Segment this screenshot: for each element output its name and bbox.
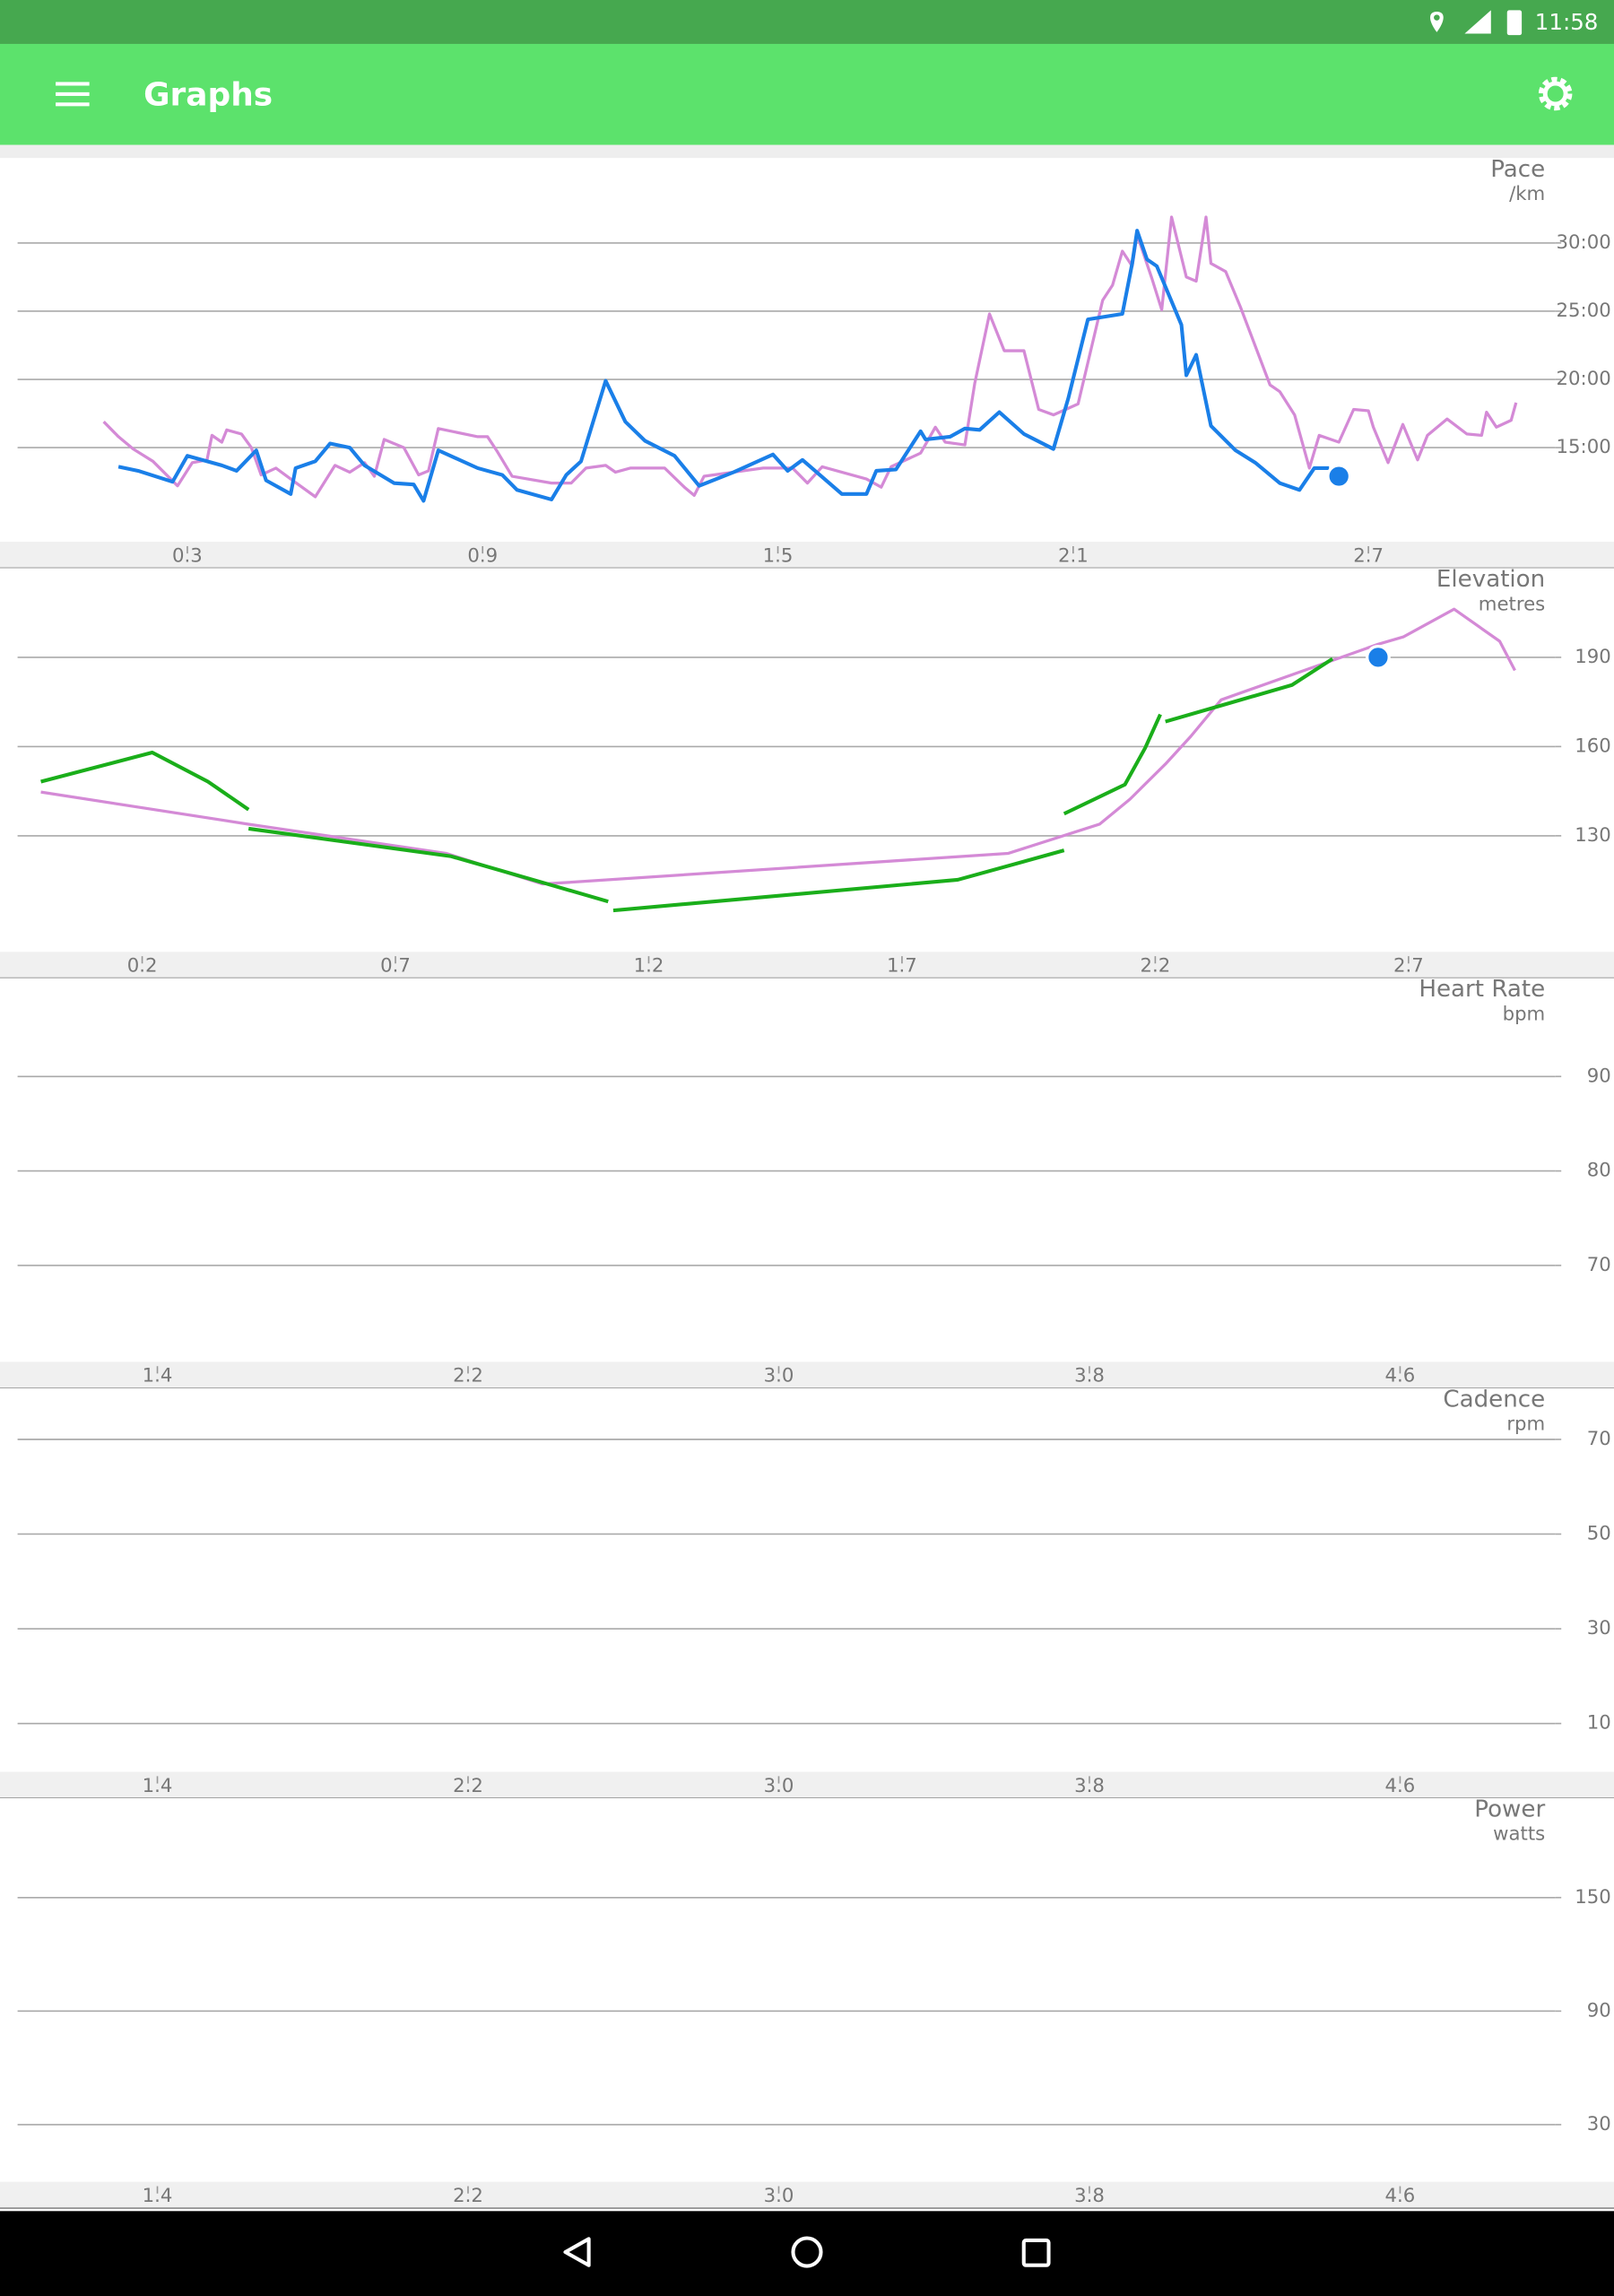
- x-tick-label: 0.9: [467, 544, 498, 567]
- x-axis-band: [0, 2181, 1614, 2209]
- x-tick-label: 0.3: [172, 544, 203, 567]
- x-tick-label: 3.0: [764, 1365, 794, 1387]
- data-line: [102, 215, 1518, 499]
- y-tick-label: 190: [1575, 646, 1611, 668]
- data-line: [117, 229, 1330, 503]
- chart-panel: Pace/km 15:00 20:00 25:00 30:00 0.3 0.9 1.5 2.1 2…: [0, 156, 1614, 570]
- status-bar: [0, 0, 1614, 44]
- nav-bar: [0, 2211, 1614, 2296]
- x-tick-label: 1.5: [763, 544, 794, 567]
- x-tick-label: 2.7: [1353, 544, 1384, 567]
- y-tick-label: 80: [1587, 1160, 1611, 1182]
- plot-area: [0, 568, 1614, 952]
- menu-button[interactable]: [56, 82, 90, 107]
- x-tick-label: 2.2: [453, 1775, 483, 1797]
- y-tick-label: 25:00: [1557, 300, 1611, 322]
- axis-unit: bpm: [1503, 1003, 1546, 1025]
- status-time: 11:58: [1535, 9, 1599, 35]
- chart-title: Cadence: [1443, 1386, 1545, 1413]
- x-axis-band: [0, 952, 1614, 978]
- settings-button[interactable]: [1538, 76, 1573, 111]
- x-axis-band: [0, 1771, 1614, 1798]
- x-tick-label: 2.1: [1058, 544, 1089, 567]
- plot-area: [0, 1387, 1614, 1772]
- y-tick-label: 70: [1587, 1254, 1611, 1276]
- axis-unit: watts: [1493, 1823, 1545, 1846]
- y-tick-label: 50: [1587, 1522, 1611, 1544]
- x-tick-label: 1.2: [634, 955, 664, 978]
- x-axis-band: [0, 1361, 1614, 1388]
- battery-icon: [1506, 10, 1523, 36]
- axis-unit: /km: [1509, 183, 1545, 205]
- x-axis-band: [0, 542, 1614, 569]
- menu-line: [56, 91, 90, 96]
- y-tick-label: 20:00: [1557, 368, 1611, 390]
- y-tick-label: 90: [1587, 1065, 1611, 1087]
- x-tick-label: 2.2: [453, 2185, 483, 2207]
- x-tick-label: 1.4: [143, 1365, 173, 1387]
- y-tick-label: 10: [1587, 1712, 1611, 1735]
- nav-recents[interactable]: [1021, 2238, 1051, 2267]
- gear-ring: [1542, 81, 1568, 107]
- x-tick-label: 3.8: [1074, 1775, 1105, 1797]
- charts: Pace/km 15:00 20:00 25:00 30:00 0.3 0.9 1.5 2.1 2…: [0, 156, 1614, 2209]
- location-icon: [1430, 12, 1444, 32]
- y-tick-label: 160: [1575, 735, 1611, 757]
- x-tick-label: 1.4: [143, 2185, 173, 2207]
- x-tick-label: 1.7: [887, 955, 917, 978]
- nav-back[interactable]: [563, 2237, 591, 2267]
- y-tick-label: 30: [1587, 1617, 1611, 1639]
- plot-area: [0, 1797, 1614, 2182]
- gear-teeth: [1538, 76, 1573, 111]
- chart-title: Power: [1474, 1796, 1545, 1822]
- x-tick-label: 3.0: [764, 2185, 794, 2207]
- x-tick-label: 4.6: [1385, 1775, 1416, 1797]
- plot-area: [0, 978, 1614, 1362]
- x-tick-label: 0.2: [127, 955, 158, 978]
- x-tick-label: 2.2: [453, 1365, 483, 1387]
- x-tick-label: 4.6: [1385, 1365, 1416, 1387]
- app-title: Graphs: [143, 77, 273, 114]
- x-tick-label: 2.7: [1393, 955, 1424, 978]
- position-marker: [1366, 645, 1391, 670]
- menu-line: [56, 102, 90, 107]
- x-tick-label: 3.0: [764, 1775, 794, 1797]
- x-tick-label: 1.4: [143, 1775, 173, 1797]
- x-tick-label: 3.8: [1074, 2185, 1105, 2207]
- x-tick-label: 0.7: [380, 955, 411, 978]
- nav-home[interactable]: [791, 2236, 823, 2268]
- data-line: [40, 657, 1334, 913]
- menu-line: [56, 82, 90, 86]
- chart-title: Heart Rate: [1419, 976, 1545, 1003]
- chart-title: Elevation: [1436, 566, 1545, 593]
- y-tick-label: 70: [1587, 1428, 1611, 1450]
- x-tick-label: 4.6: [1385, 2185, 1416, 2207]
- y-tick-label: 90: [1587, 1999, 1611, 2022]
- app-bar: [0, 43, 1614, 145]
- y-tick-label: 130: [1575, 824, 1611, 847]
- y-tick-label: 30:00: [1557, 231, 1611, 254]
- location-icon-hole: [1434, 14, 1440, 21]
- y-tick-label: 150: [1575, 1886, 1611, 1909]
- y-tick-label: 15:00: [1557, 436, 1611, 458]
- y-tick-label: 30: [1587, 2113, 1611, 2135]
- chart-title: Pace: [1490, 156, 1545, 183]
- divider: [0, 144, 1614, 159]
- x-tick-label: 3.8: [1074, 1365, 1105, 1387]
- axis-unit: metres: [1479, 593, 1545, 615]
- position-marker: [1326, 464, 1352, 489]
- x-tick-label: 2.2: [1141, 955, 1171, 978]
- axis-unit: rpm: [1506, 1413, 1545, 1436]
